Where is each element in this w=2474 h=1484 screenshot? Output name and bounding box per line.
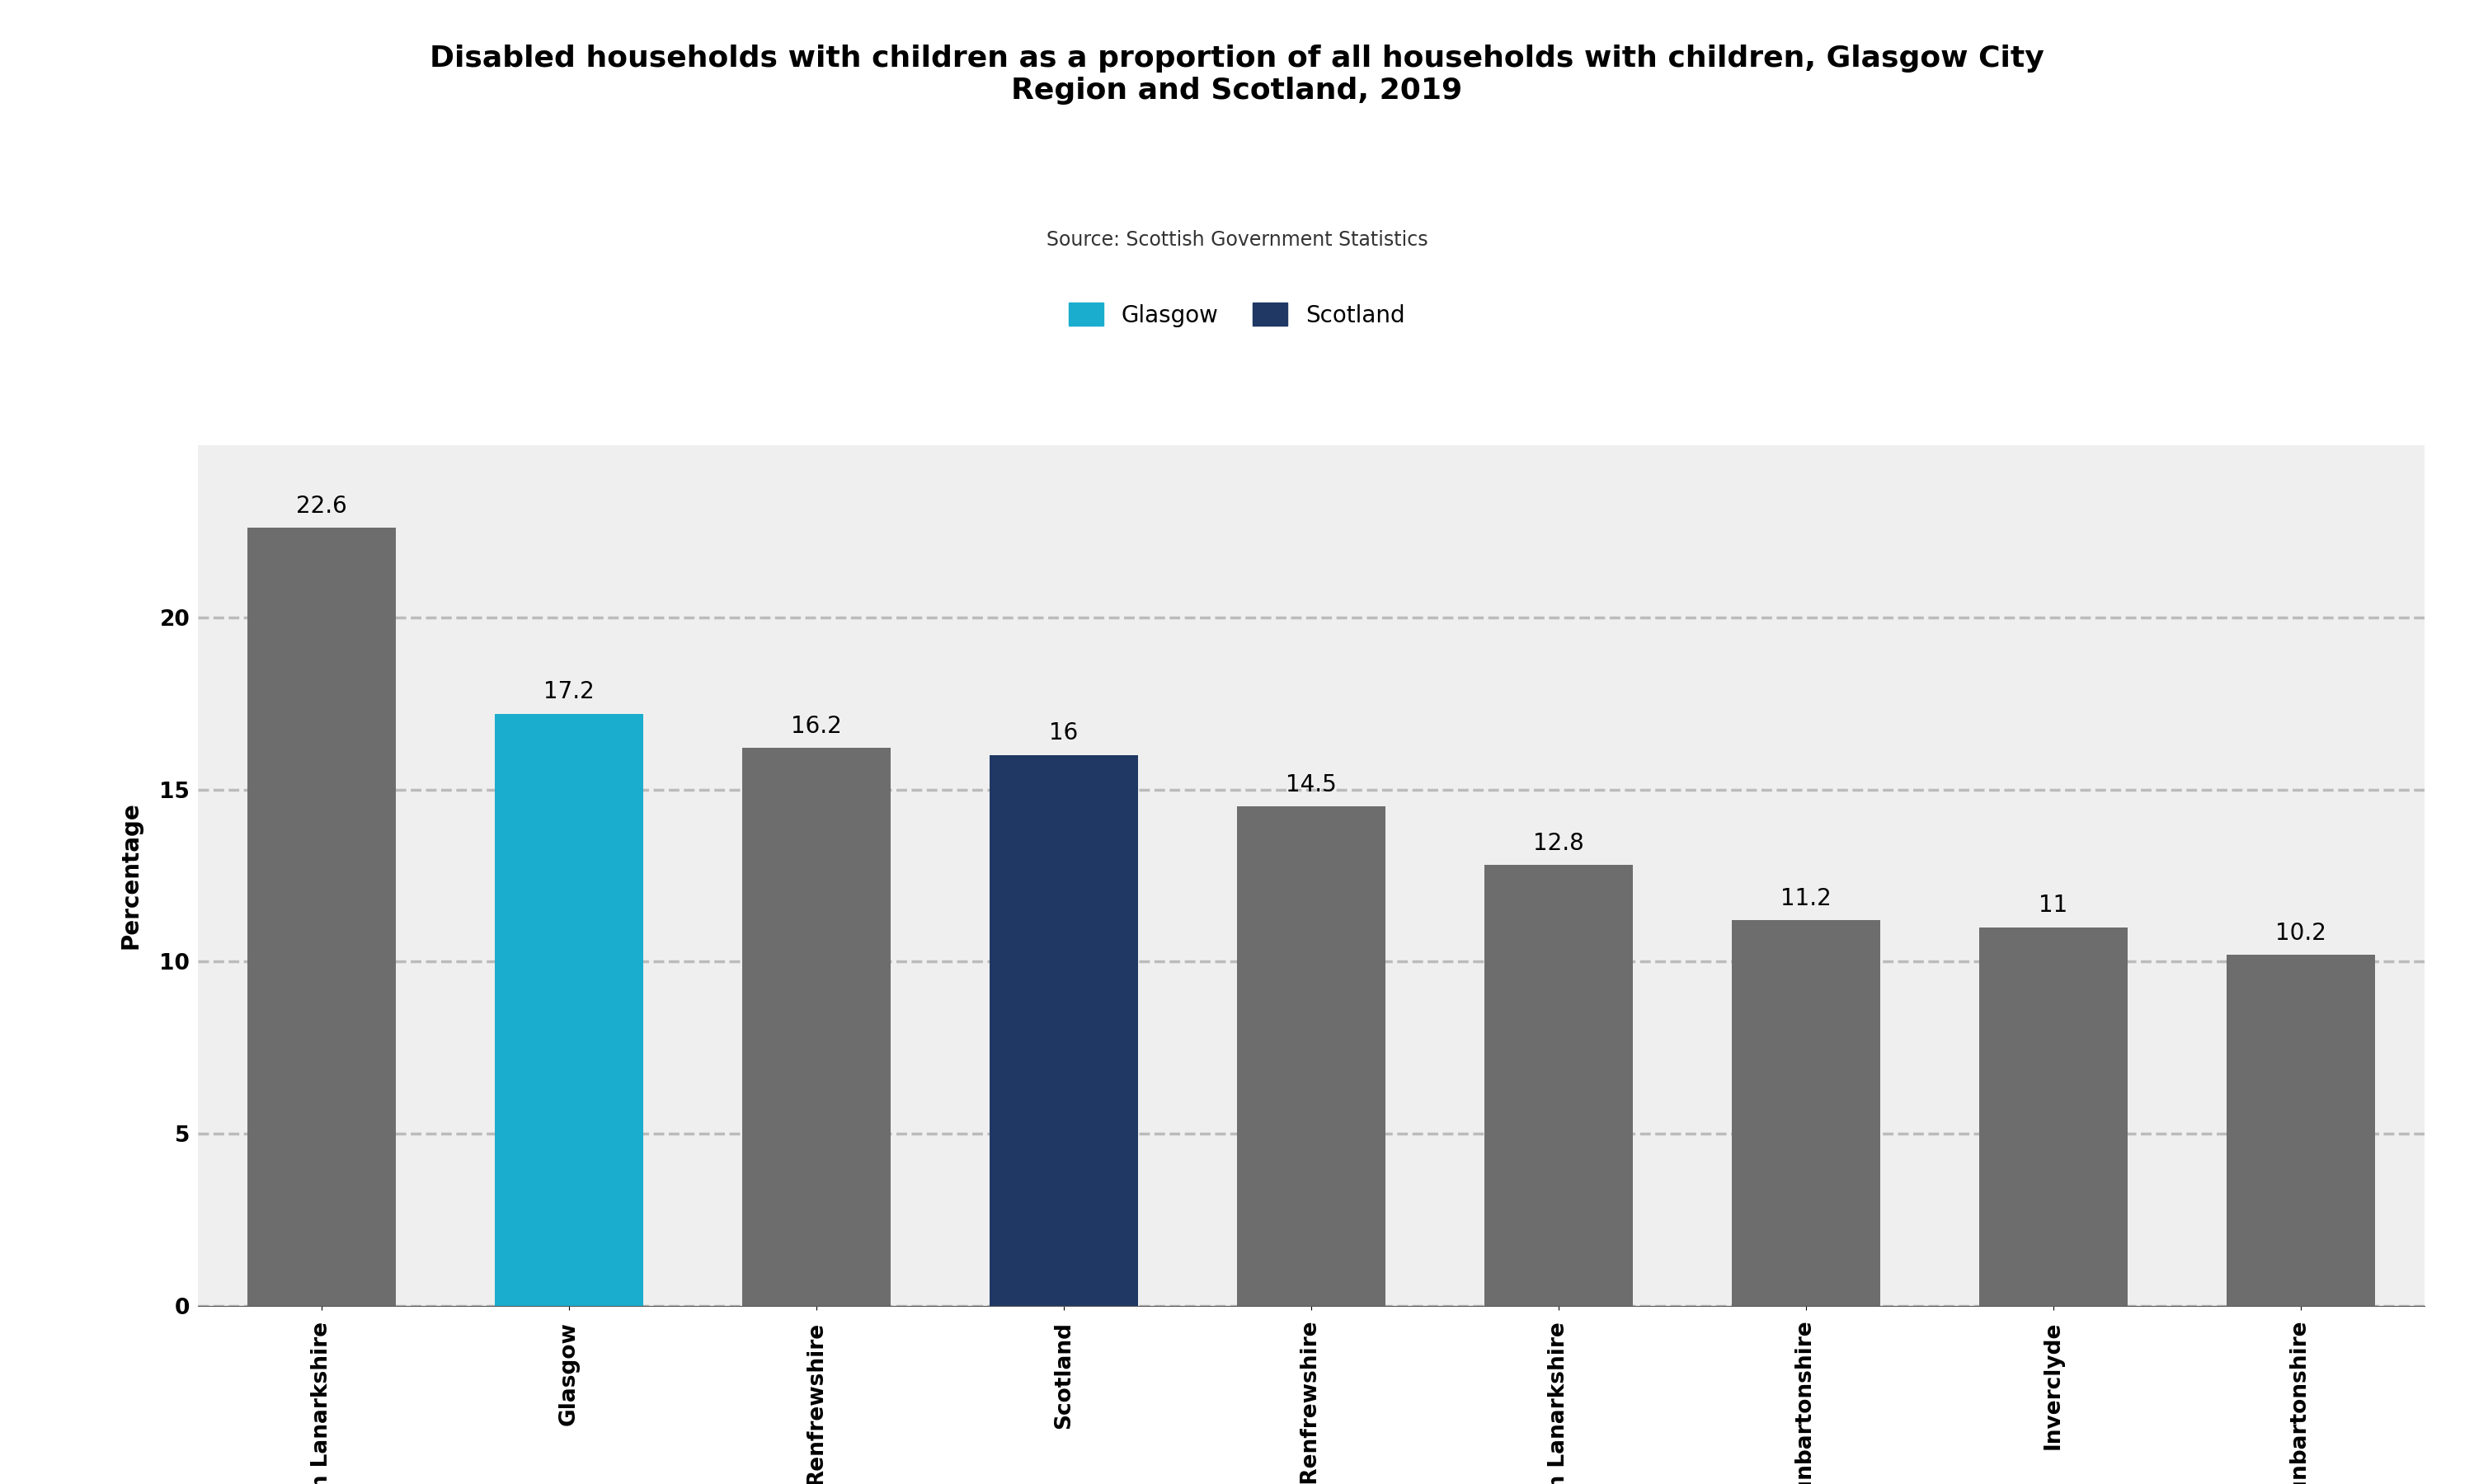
Text: Disabled households with children as a proportion of all households with childre: Disabled households with children as a p… bbox=[430, 45, 2044, 105]
Text: Source: Scottish Government Statistics: Source: Scottish Government Statistics bbox=[1047, 230, 1427, 249]
Bar bbox=[1484, 865, 1633, 1306]
Bar bbox=[247, 528, 396, 1306]
Text: 16.2: 16.2 bbox=[792, 715, 841, 738]
Text: 11.2: 11.2 bbox=[1781, 887, 1831, 910]
Bar bbox=[1979, 928, 2128, 1306]
Bar bbox=[1732, 920, 1880, 1306]
Y-axis label: Percentage: Percentage bbox=[119, 801, 143, 950]
Text: 14.5: 14.5 bbox=[1286, 773, 1336, 797]
Bar bbox=[742, 748, 891, 1306]
Bar bbox=[495, 714, 643, 1306]
Text: 22.6: 22.6 bbox=[297, 494, 346, 518]
Text: 10.2: 10.2 bbox=[2276, 922, 2326, 944]
Text: 16: 16 bbox=[1049, 721, 1079, 745]
Bar bbox=[1237, 807, 1385, 1306]
Text: 11: 11 bbox=[2039, 893, 2068, 917]
Legend: Glasgow, Scotland: Glasgow, Scotland bbox=[1059, 294, 1415, 337]
Bar bbox=[990, 755, 1138, 1306]
Bar bbox=[2227, 954, 2375, 1306]
Text: 12.8: 12.8 bbox=[1534, 833, 1583, 855]
Text: 17.2: 17.2 bbox=[544, 680, 594, 703]
